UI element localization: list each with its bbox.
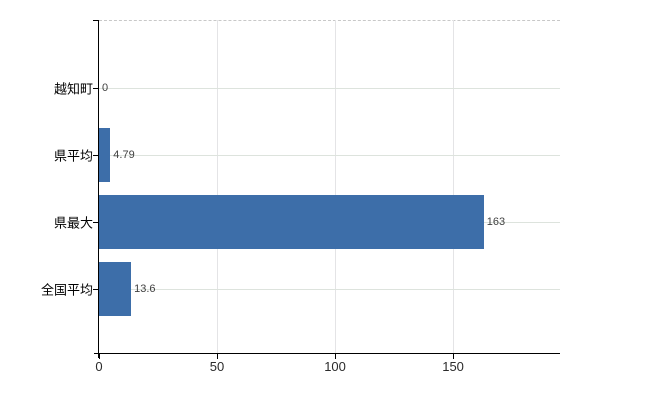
x-axis-tick <box>99 353 100 359</box>
x-tick-label: 50 <box>209 359 225 374</box>
category-label: 全国平均 <box>40 282 93 298</box>
plot-top-border <box>99 20 560 21</box>
value-label: 13.6 <box>134 283 156 295</box>
value-label: 0 <box>102 82 109 94</box>
horizontal-gridline <box>99 88 560 89</box>
vertical-gridline <box>217 20 219 353</box>
horizontal-gridline <box>99 289 560 290</box>
bar <box>99 128 111 182</box>
value-label: 163 <box>486 216 506 228</box>
category-label: 県最大 <box>53 215 93 231</box>
y-axis-top-tick <box>93 20 99 21</box>
category-label: 県平均 <box>53 148 93 164</box>
horizontal-gridline <box>99 155 560 156</box>
x-axis-tick <box>217 353 219 359</box>
vertical-gridline <box>335 20 337 353</box>
x-axis-tick <box>453 353 455 359</box>
y-axis-tick <box>93 222 99 223</box>
vertical-gridline <box>453 20 455 353</box>
bar <box>99 195 484 249</box>
y-axis-tick <box>93 155 99 156</box>
x-axis-line <box>94 353 560 354</box>
value-label: 4.79 <box>113 149 135 161</box>
x-axis-tick <box>335 353 337 359</box>
y-axis-tick <box>93 289 99 290</box>
bar <box>99 262 132 316</box>
y-axis-tick <box>93 88 99 89</box>
x-tick-label: 100 <box>324 359 346 374</box>
y-axis-line <box>98 20 99 358</box>
x-tick-label: 150 <box>442 359 464 374</box>
x-tick-label: 0 <box>95 359 103 374</box>
category-label: 越知町 <box>53 81 93 97</box>
